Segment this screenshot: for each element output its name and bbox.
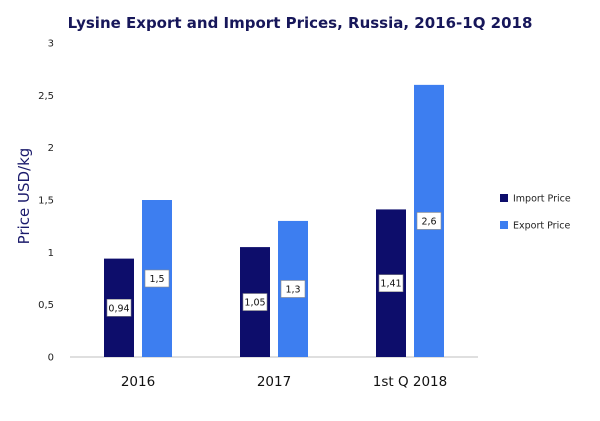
x-axis: 2016 2017 1st Q 2018 [70,356,478,390]
data-label: 2,6 [421,216,436,227]
data-label-box [106,299,132,317]
data-label-box [280,280,306,298]
data-label-box [416,212,442,230]
x-tick-label: 1st Q 2018 [373,374,447,390]
y-tick-label: 1 [48,248,54,259]
data-label-box [144,269,170,288]
data-label: 0,94 [108,303,129,314]
legend-label: Export Price [513,221,570,232]
data-label: 1,05 [244,298,265,309]
legend: Import Price Export Price [500,194,571,232]
data-label-box [242,293,268,311]
legend-label: Import Price [513,194,571,205]
data-label: 1,3 [285,284,300,295]
y-tick-label: 3 [48,39,54,50]
legend-swatch [500,194,508,202]
y-tick-label: 1,5 [38,196,54,207]
chart-title: Lysine Export and Import Prices, Russia,… [67,14,533,32]
data-label: 1,41 [380,279,401,290]
x-tick-label: 2016 [121,374,155,390]
bar-series-group: 0,94 1,5 1,05 1,3 1,41 2,6 [104,84,444,357]
y-tick-label: 2,5 [38,91,54,102]
x-tick-label: 2017 [257,374,291,390]
y-axis: 0 0,5 1 1,5 2 2,5 3 [38,39,54,364]
y-tick-label: 0 [48,353,54,364]
y-axis-label: Price USD/kg [15,148,33,245]
legend-swatch [500,221,508,229]
data-label-box [378,274,404,293]
y-tick-label: 2 [48,143,54,154]
data-label: 1,5 [149,274,164,285]
y-tick-label: 0,5 [38,300,54,311]
